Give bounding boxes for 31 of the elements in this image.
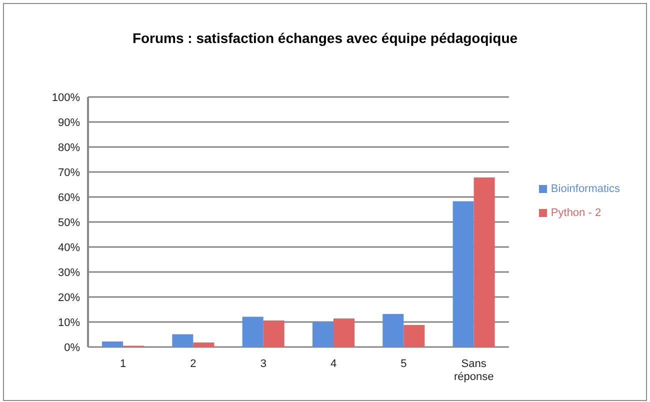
bar xyxy=(242,316,264,347)
bar xyxy=(474,178,495,347)
bar xyxy=(172,334,194,347)
y-tick-label: 80% xyxy=(58,142,80,154)
x-tick-label: 2 xyxy=(190,358,196,370)
y-tick-label: 40% xyxy=(58,242,80,254)
y-tick-label: 70% xyxy=(58,166,80,179)
legend-label: Python - 2 xyxy=(550,207,602,219)
bar xyxy=(382,314,404,347)
bar xyxy=(263,320,284,347)
x-tick-label: 5 xyxy=(400,358,407,370)
y-tick-label: 10% xyxy=(58,316,80,329)
bar xyxy=(404,325,425,347)
y-tick-label: 60% xyxy=(58,192,80,204)
y-tick-label: 30% xyxy=(58,266,80,279)
legend-label: Bioinformatics xyxy=(550,183,620,195)
y-tick-label: 50% xyxy=(58,216,80,229)
x-tick-label: 4 xyxy=(330,358,337,370)
x-tick-label: 1 xyxy=(120,358,126,370)
chart-title: Forums : satisfaction échanges avec équipe pédagoqique xyxy=(131,30,519,46)
y-tick-label: 20% xyxy=(58,292,80,304)
y-tick-label: 0% xyxy=(64,342,80,354)
bar xyxy=(193,342,214,347)
bar xyxy=(452,201,474,347)
bar xyxy=(333,318,354,347)
x-tick-label: Sans réponse xyxy=(454,358,494,383)
y-tick-label: 100% xyxy=(52,92,80,104)
bar xyxy=(312,322,334,347)
y-tick-label: 90% xyxy=(58,116,80,129)
x-tick-label: 3 xyxy=(260,358,266,370)
bar xyxy=(102,342,124,347)
